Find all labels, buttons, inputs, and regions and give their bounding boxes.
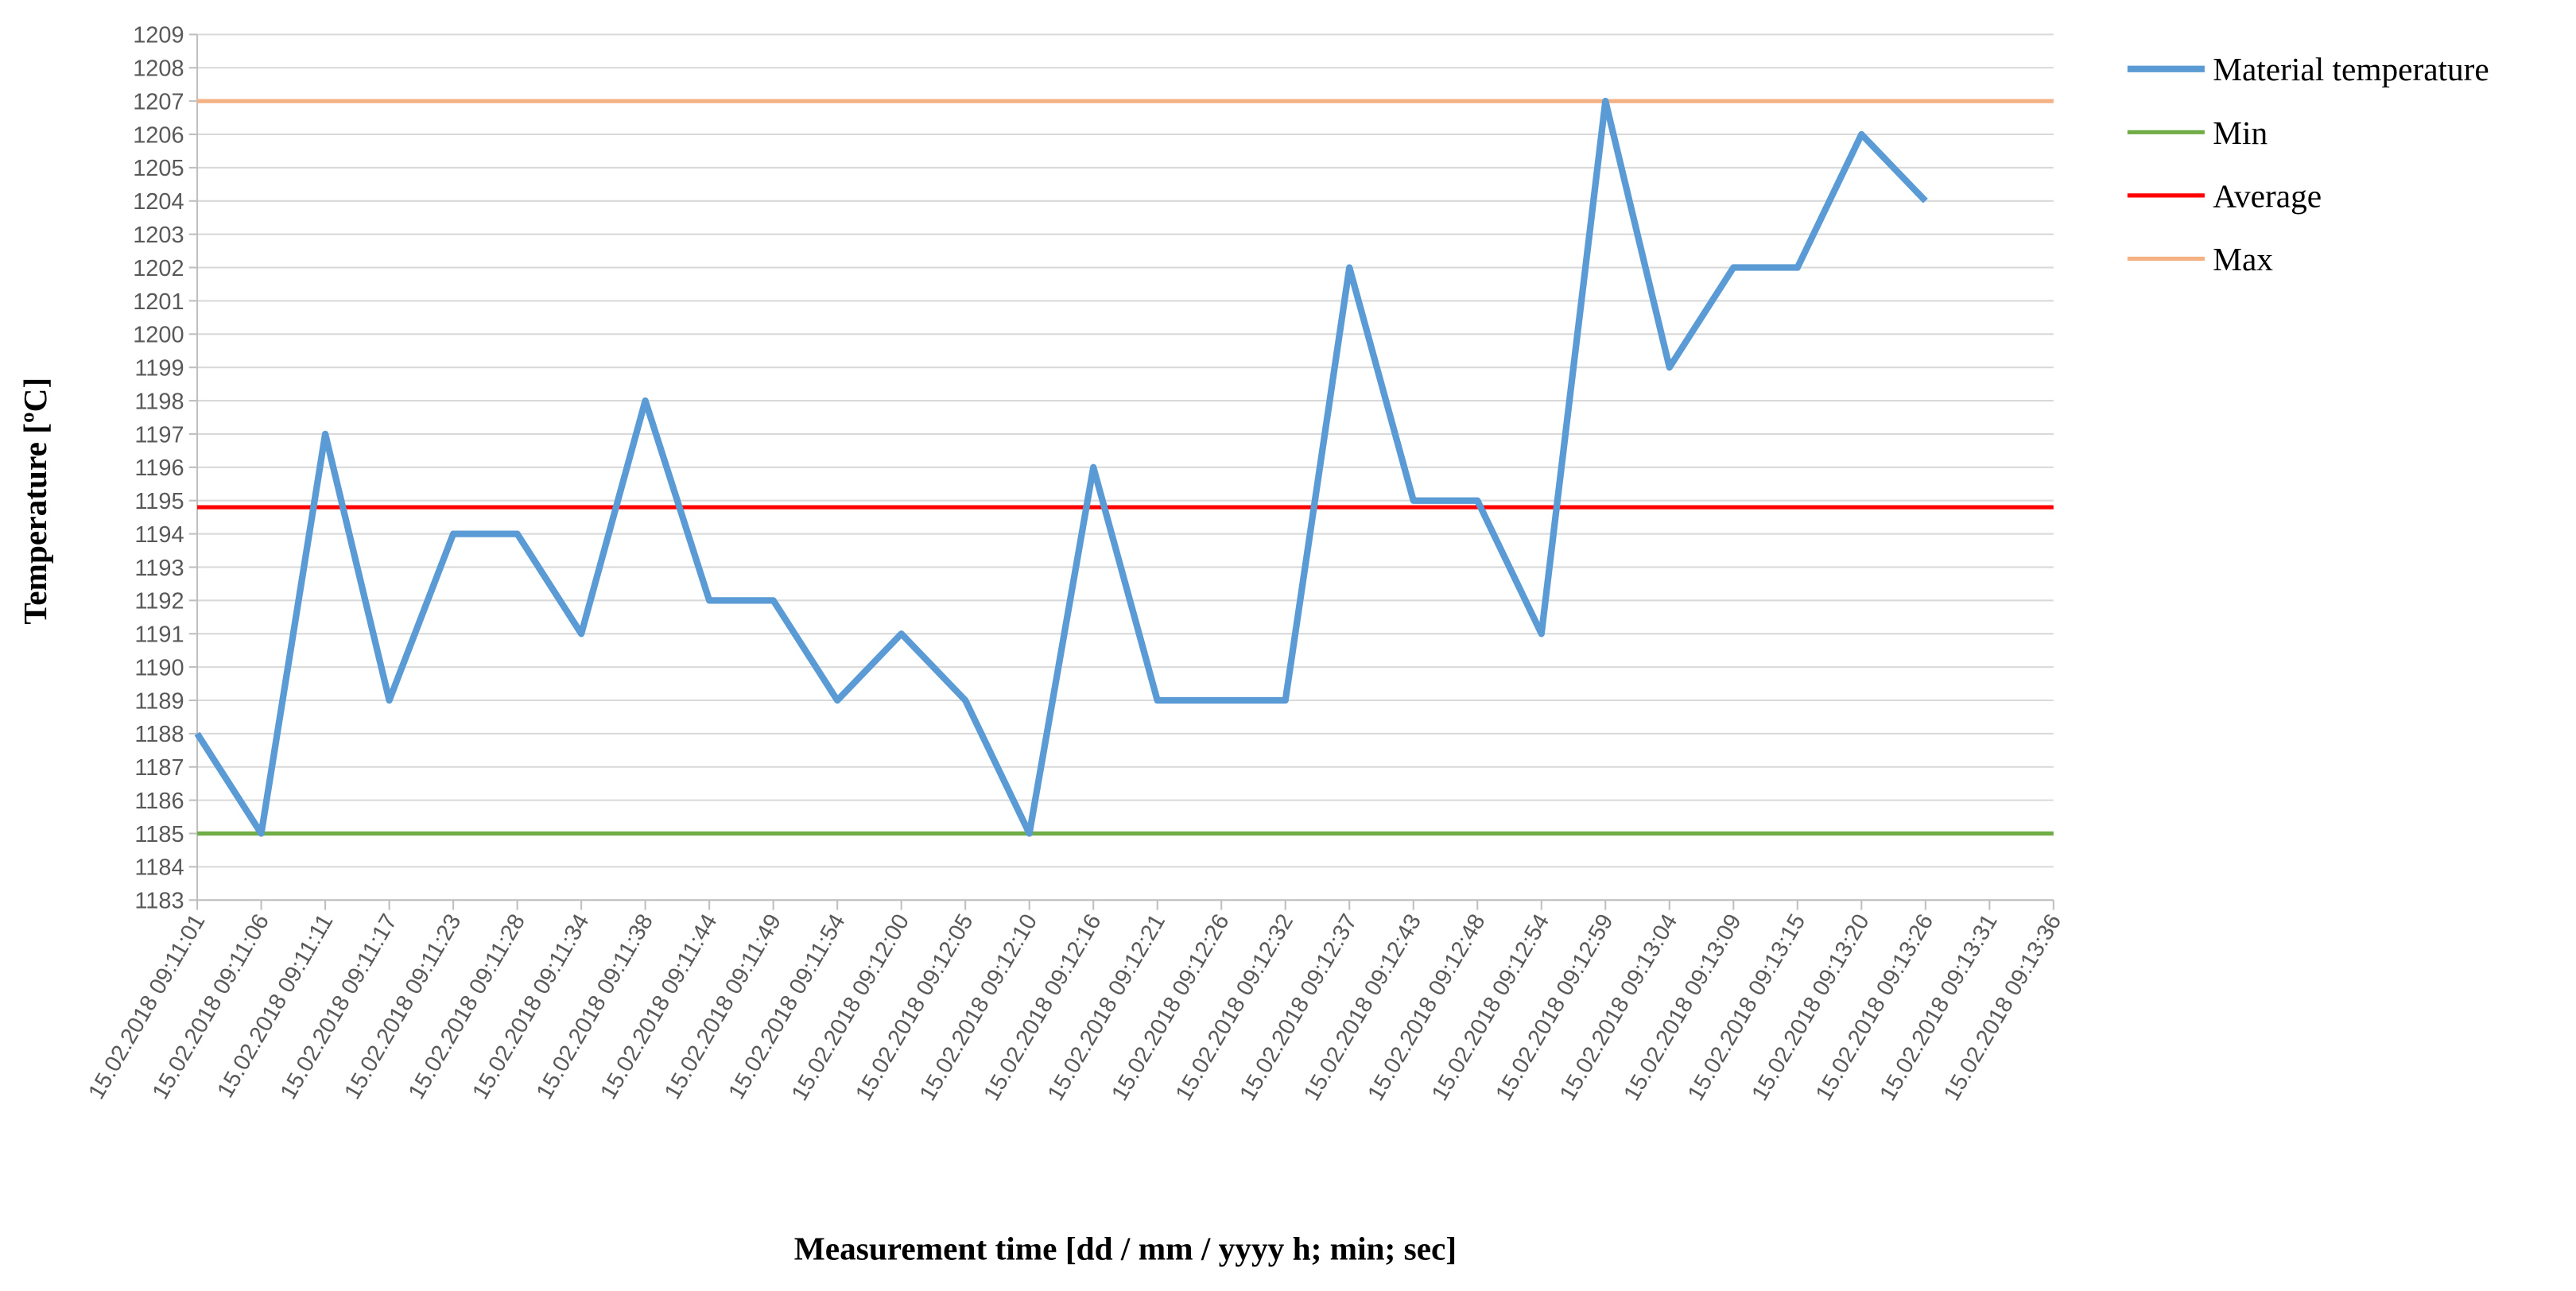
x-tick-label: 15.02.2018 09:11:54: [724, 910, 850, 1104]
y-tick-label: 1207: [133, 89, 184, 114]
x-tick-label: 15.02.2018 09:11:28: [404, 910, 530, 1104]
legend-label: Min: [2213, 114, 2268, 151]
y-tick-label: 1200: [133, 323, 184, 348]
legend-label: Max: [2213, 241, 2273, 277]
x-tick-label: 15.02.2018 09:12:26: [1107, 910, 1234, 1106]
y-tick-label: 1204: [133, 189, 184, 215]
x-tick-label: 15.02.2018 09:13:36: [1939, 910, 2066, 1106]
x-tick-label: 15.02.2018 09:11:34: [467, 910, 594, 1104]
y-tick-label: 1187: [134, 755, 184, 781]
x-tick-label: 15.02.2018 09:13:26: [1811, 910, 1938, 1106]
x-tick-label: 15.02.2018 09:12:21: [1043, 910, 1170, 1106]
y-tick-label: 1195: [134, 489, 184, 514]
y-tick-label: 1184: [134, 855, 184, 881]
y-tick-label: 1198: [134, 389, 184, 414]
y-tick-label: 1185: [134, 822, 184, 847]
x-tick-label: 15.02.2018 09:13:31: [1875, 910, 2002, 1106]
x-tick-label: 15.02.2018 09:12:10: [915, 910, 1042, 1106]
x-tick-label: 15.02.2018 09:12:54: [1427, 910, 1554, 1106]
y-tick-label: 1189: [134, 688, 184, 714]
y-tick-label: 1191: [134, 622, 184, 648]
y-tick-label: 1188: [134, 722, 184, 747]
legend-label: Average: [2213, 177, 2322, 214]
x-tick-label: 15.02.2018 09:11:17: [276, 910, 402, 1104]
x-tick-label: 15.02.2018 09:11:49: [660, 910, 786, 1104]
x-tick-label: 15.02.2018 09:11:38: [532, 910, 658, 1104]
x-tick-label: 15.02.2018 09:12:37: [1235, 910, 1362, 1106]
x-tick-label: 15.02.2018 09:12:59: [1491, 910, 1618, 1106]
x-tick-label: 15.02.2018 09:13:20: [1747, 910, 1874, 1106]
series-line: [194, 98, 1928, 837]
y-tick-label: 1201: [133, 289, 184, 315]
legend-label: Material temperature: [2213, 51, 2489, 87]
x-tick-label: 15.02.2018 09:11:06: [148, 910, 274, 1104]
x-tick-label: 15.02.2018 09:13:04: [1555, 910, 1682, 1106]
y-tick-label: 1196: [134, 456, 184, 481]
y-tick-label: 1183: [134, 889, 184, 914]
y-tick-label: 1192: [134, 589, 184, 614]
y-tick-label: 1194: [134, 522, 184, 548]
x-tick-label: 15.02.2018 09:12:05: [851, 910, 978, 1106]
y-tick-label: 1203: [133, 223, 184, 248]
x-tick-label: 15.02.2018 09:12:48: [1363, 910, 1490, 1106]
y-tick-label: 1209: [133, 23, 184, 48]
y-tick-label: 1205: [133, 156, 184, 181]
x-tick-label: 15.02.2018 09:11:11: [212, 910, 338, 1103]
x-tick-label: 15.02.2018 09:12:00: [787, 910, 914, 1106]
y-axis-label: Temperature [ºC]: [17, 378, 53, 625]
y-tick-label: 1202: [133, 256, 184, 281]
x-tick-label: 15.02.2018 09:13:15: [1683, 910, 1810, 1106]
y-tick-label: 1208: [133, 56, 184, 82]
x-tick-label: 15.02.2018 09:12:32: [1171, 910, 1298, 1106]
y-tick-label: 1186: [134, 789, 184, 814]
x-tick-label: 15.02.2018 09:11:01: [83, 910, 210, 1104]
x-tick-label: 15.02.2018 09:12:43: [1299, 910, 1426, 1106]
x-tick-label: 15.02.2018 09:13:09: [1619, 910, 1746, 1106]
y-tick-label: 1199: [134, 356, 184, 382]
y-tick-label: 1190: [134, 655, 184, 680]
x-axis-label: Measurement time [dd / mm / yyyy h; min;…: [794, 1231, 1457, 1267]
x-tick-label: 15.02.2018 09:11:23: [339, 910, 466, 1104]
x-tick-label: 15.02.2018 09:12:16: [979, 910, 1106, 1106]
x-tick-label: 15.02.2018 09:11:44: [596, 910, 722, 1104]
y-tick-label: 1197: [134, 422, 184, 448]
y-tick-label: 1206: [133, 122, 184, 148]
y-tick-label: 1193: [134, 556, 184, 581]
